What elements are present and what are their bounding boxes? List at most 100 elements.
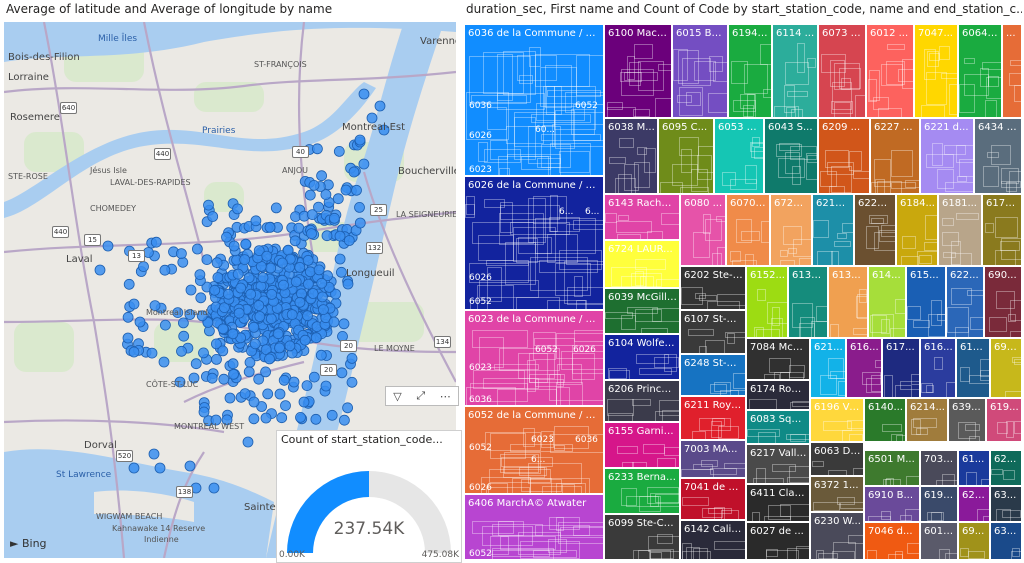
treemap-subtile[interactable]	[718, 426, 739, 439]
station-bubble[interactable]	[330, 288, 342, 300]
treemap-subtile[interactable]	[636, 354, 669, 364]
treemap-tile[interactable]: 6104 Wolfe /...	[604, 334, 680, 380]
station-bubble[interactable]	[128, 346, 140, 358]
treemap-subtile[interactable]	[705, 219, 722, 241]
treemap-subtile[interactable]	[542, 486, 582, 493]
treemap-subtile[interactable]	[891, 434, 903, 441]
treemap-subtile[interactable]	[927, 512, 944, 521]
treemap-subtile[interactable]	[557, 364, 582, 385]
treemap-subtile[interactable]	[528, 463, 582, 484]
treemap-tile[interactable]: 6043 S...	[764, 118, 818, 194]
treemap-subtile[interactable]	[761, 221, 769, 243]
treemap-subtile[interactable]	[926, 154, 954, 168]
station-bubble[interactable]	[201, 254, 213, 266]
treemap-subtile[interactable]	[540, 67, 577, 107]
treemap-subtile[interactable]	[812, 461, 824, 467]
treemap-subtile[interactable]	[1003, 470, 1015, 480]
more-options-icon[interactable]: ⋯	[439, 389, 451, 403]
treemap-subtile[interactable]	[681, 149, 692, 173]
treemap-subtile[interactable]	[832, 551, 855, 559]
treemap-tile[interactable]: 7032...	[920, 450, 958, 486]
treemap-subtile[interactable]	[849, 151, 862, 171]
treemap-subtile[interactable]	[686, 92, 701, 106]
treemap-subtile[interactable]	[831, 101, 853, 114]
treemap-subtile[interactable]	[1014, 85, 1021, 102]
treemap-tile[interactable]: 6073 d...	[818, 24, 866, 118]
treemap-tile[interactable]: 6036 de la Commune / St... 6036 6052 6026 60…	[464, 24, 604, 176]
treemap-subtile[interactable]	[533, 332, 556, 360]
treemap-subtile[interactable]	[745, 165, 757, 184]
treemap-tile[interactable]: 6136...	[788, 266, 828, 338]
treemap-subtile[interactable]	[947, 307, 969, 333]
treemap-subtile[interactable]	[712, 418, 725, 426]
treemap-subtile[interactable]	[943, 252, 956, 258]
treemap-subtile[interactable]	[549, 374, 561, 401]
treemap-subtile[interactable]	[507, 154, 561, 175]
treemap-subtile[interactable]	[465, 204, 475, 218]
treemap-subtile[interactable]	[546, 86, 562, 115]
treemap-subtile[interactable]	[827, 162, 854, 175]
treemap-subtile[interactable]	[717, 247, 725, 265]
treemap-tile[interactable]: 690...	[984, 266, 1022, 338]
treemap-subtile[interactable]	[872, 314, 894, 337]
treemap-tile[interactable]: 617...	[882, 338, 920, 398]
treemap-subtile[interactable]	[720, 390, 745, 395]
treemap-tile[interactable]: 7003 MÃ...	[680, 440, 746, 478]
treemap-subtile[interactable]	[650, 493, 679, 507]
treemap-subtile[interactable]	[627, 56, 635, 80]
treemap-subtile[interactable]	[549, 517, 580, 530]
treemap-subtile[interactable]	[807, 58, 816, 68]
station-bubble[interactable]	[366, 112, 378, 124]
treemap-subtile[interactable]	[533, 196, 567, 224]
treemap-subtile[interactable]	[730, 179, 757, 190]
station-bubble[interactable]	[188, 372, 200, 384]
treemap-subtile[interactable]	[573, 526, 603, 536]
treemap-subtile[interactable]	[970, 317, 983, 330]
treemap-subtile[interactable]	[900, 515, 912, 521]
treemap-tile[interactable]: 6221 d...	[920, 118, 974, 194]
station-bubble[interactable]	[221, 231, 232, 243]
station-bubble[interactable]	[378, 124, 390, 136]
treemap-subtile[interactable]	[878, 108, 902, 117]
station-bubble[interactable]	[138, 261, 149, 273]
treemap-subtile[interactable]	[786, 107, 796, 117]
treemap-subtile[interactable]	[503, 467, 545, 478]
treemap-subtile[interactable]	[847, 420, 863, 429]
treemap-subtile[interactable]	[686, 547, 700, 559]
treemap-subtile[interactable]	[902, 236, 916, 249]
treemap-subtile[interactable]	[541, 134, 601, 141]
treemap-subtile[interactable]	[891, 182, 916, 189]
station-bubble[interactable]	[253, 300, 265, 311]
treemap-subtile[interactable]	[498, 521, 524, 536]
treemap-subtile[interactable]	[561, 351, 603, 370]
treemap-subtile[interactable]	[694, 61, 716, 81]
treemap-tile[interactable]: 6411 Clar...	[746, 484, 810, 522]
treemap-subtile[interactable]	[497, 54, 513, 101]
treemap-subtile[interactable]	[657, 534, 673, 544]
treemap-subtile[interactable]	[693, 232, 710, 258]
station-bubble[interactable]	[217, 345, 229, 357]
treemap-subtile[interactable]	[752, 137, 760, 147]
station-bubble[interactable]	[174, 376, 186, 388]
treemap-subtile[interactable]	[774, 106, 799, 117]
treemap-subtile[interactable]	[466, 387, 516, 405]
treemap-subtile[interactable]	[472, 521, 514, 534]
treemap-subtile[interactable]	[927, 51, 939, 67]
station-bubble[interactable]	[128, 462, 140, 474]
treemap-subtile[interactable]	[513, 227, 556, 262]
treemap-subtile[interactable]	[779, 143, 800, 151]
treemap-subtile[interactable]	[985, 100, 997, 117]
station-bubble[interactable]	[265, 262, 277, 274]
treemap-subtile[interactable]	[1009, 73, 1021, 86]
treemap-tile[interactable]: 6230 W...	[810, 512, 864, 560]
treemap-subtile[interactable]	[882, 424, 902, 432]
treemap-subtile[interactable]	[639, 368, 672, 375]
station-bubble[interactable]	[270, 202, 282, 214]
treemap-subtile[interactable]	[830, 324, 839, 337]
treemap-subtile[interactable]	[813, 502, 840, 511]
station-bubble[interactable]	[254, 311, 266, 322]
treemap-subtile[interactable]	[521, 479, 562, 492]
treemap-subtile[interactable]	[1000, 241, 1020, 251]
treemap-subtile[interactable]	[951, 241, 961, 265]
treemap-tile[interactable]: 6099 Ste-Cat...	[604, 514, 680, 560]
